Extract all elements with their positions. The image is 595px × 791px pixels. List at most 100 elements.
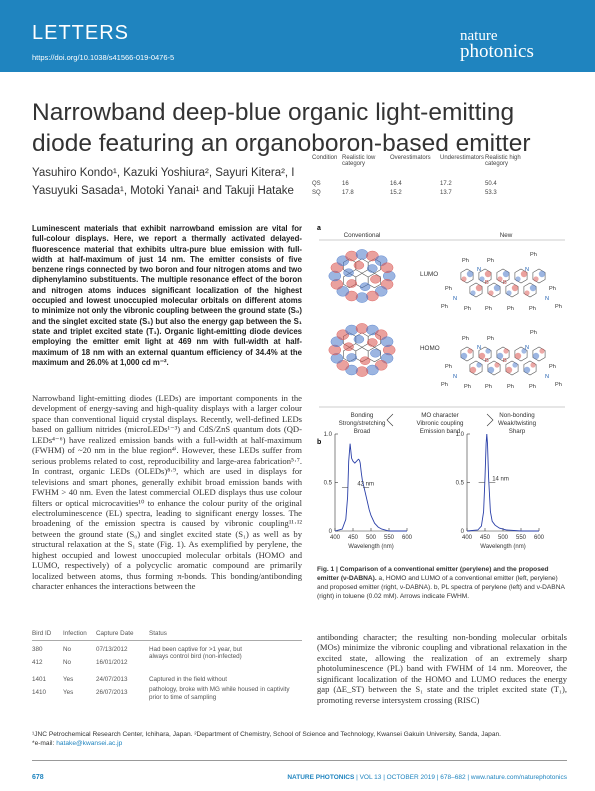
- atom-label: Ph: [462, 336, 469, 342]
- table-cell: 16: [342, 181, 349, 187]
- table-cell: 17.8: [342, 190, 354, 196]
- table-cell: pathology, broke with MG while housed in…: [149, 686, 290, 701]
- x-tick-label: 550: [384, 535, 395, 541]
- atom-label: B: [485, 358, 489, 364]
- orbital-lobe: [479, 276, 485, 282]
- atom-label: B: [503, 358, 507, 364]
- email-label: *e-mail:: [32, 740, 57, 747]
- col1-line1: Bonding: [351, 412, 374, 419]
- table-row: SQ 17.8 15.2 13.7 53.3: [312, 190, 577, 199]
- benzene-ring: [514, 268, 528, 284]
- x-tick-label: 400: [330, 535, 341, 541]
- orbital-lobe: [539, 348, 545, 354]
- orbital-lobe: [497, 276, 503, 282]
- doi-link[interactable]: https://doi.org/10.1038/s41566-019-0476-…: [32, 53, 175, 62]
- caption-text: a, HOMO and LUMO of a conventional emitt…: [317, 575, 565, 600]
- orbital-lobe: [359, 282, 371, 291]
- table-cell: Had been captive for >1 year, but: [149, 646, 242, 653]
- benzene-ring: [469, 360, 483, 376]
- bird-table: Bird ID Infection Capture Date Status 38…: [32, 628, 302, 702]
- new-label: New: [500, 232, 513, 239]
- orbital-lobe: [470, 290, 476, 296]
- benzene-ring: [487, 360, 501, 376]
- orbital-lobe: [529, 284, 537, 292]
- orbital-lobe: [370, 275, 381, 284]
- orbital-lobe: [367, 264, 378, 273]
- benzene-ring: [367, 347, 382, 363]
- orbital-lobe: [487, 366, 495, 374]
- table-cell: 380: [32, 646, 43, 653]
- orbital-lobe: [514, 352, 522, 360]
- orbital-lobe: [467, 348, 473, 354]
- benzene-ring: [469, 282, 483, 298]
- fwhm-label: 14 nm: [492, 477, 509, 483]
- panel-label-a: a: [317, 225, 321, 232]
- atom-label: Ph: [487, 258, 494, 264]
- table-header-cell: Realistic high category: [485, 155, 521, 167]
- atom-label: Ph: [441, 304, 448, 310]
- table-header-cell: Status: [149, 630, 167, 637]
- table-cell: 412: [32, 659, 43, 666]
- orbital-lobe: [336, 255, 349, 266]
- table-cell: 1410: [32, 689, 47, 696]
- footer-rule: [32, 760, 567, 761]
- orbital-lobe: [366, 290, 379, 302]
- orbital-lobe: [484, 270, 492, 278]
- orbital-lobe: [515, 276, 521, 282]
- table-cell: SQ: [312, 190, 321, 196]
- table-cell: No: [63, 659, 72, 666]
- y-tick-label: 1.0: [456, 432, 465, 438]
- orbital-lobe: [520, 270, 528, 278]
- orbital-lobe: [367, 338, 378, 347]
- x-axis-label: Wavelength (nm): [480, 544, 525, 550]
- orbital-lobe: [485, 348, 491, 354]
- benzene-ring: [505, 360, 519, 376]
- atom-label: Ph: [445, 286, 452, 292]
- col1-line3: Broad: [354, 428, 371, 435]
- orbital-lobe: [505, 366, 513, 374]
- x-tick-label: 600: [534, 535, 545, 541]
- orbital-lobe: [512, 362, 518, 368]
- benzene-ring: [532, 268, 546, 284]
- orbital-lobe: [355, 366, 369, 377]
- table-cell: Yes: [63, 676, 74, 683]
- caption-title: Fig. 1 | Comparison of a conventional em…: [317, 566, 549, 582]
- table-header-row: Condition Realistic low category Overest…: [312, 155, 577, 173]
- orbital-lobe: [345, 290, 358, 302]
- atom-label: N: [477, 345, 481, 351]
- atom-label: N: [545, 296, 549, 302]
- table-cell: Captured in the field without: [149, 676, 228, 683]
- orbital-lobe: [345, 364, 358, 376]
- journal-header: LETTERS https://doi.org/10.1038/s41566-0…: [0, 0, 595, 72]
- atom-label: N: [525, 267, 529, 273]
- x-tick-label: 550: [516, 535, 527, 541]
- atom-label: Ph: [530, 252, 537, 258]
- email-link[interactable]: hatake@kwansei.ac.jp: [56, 740, 123, 747]
- atom-label: Ph: [485, 306, 492, 312]
- orbital-lobe: [502, 270, 510, 278]
- benzene-ring: [478, 346, 492, 362]
- body-text-left: Narrowband light-emitting diodes (LEDs) …: [32, 393, 302, 592]
- table-cell: 07/13/2012: [96, 646, 128, 653]
- atom-label: N: [525, 345, 529, 351]
- orbital-lobe: [469, 366, 477, 374]
- x-axis-label: Wavelength (nm): [348, 544, 393, 550]
- section-label: LETTERS: [32, 22, 130, 44]
- atom-label: Ph: [464, 384, 471, 390]
- journal-logo-line2: photonics: [460, 41, 534, 62]
- orbital-lobe: [353, 335, 365, 344]
- footer-details[interactable]: | VOL 13 | OCTOBER 2019 | 678–682 | www.…: [354, 774, 567, 781]
- orbital-lobe: [511, 284, 519, 292]
- affiliations: ¹JNC Petrochemical Research Center, Ichi…: [32, 730, 567, 748]
- orbital-lobe: [336, 329, 349, 340]
- atom-label: Ph: [549, 286, 556, 292]
- table-header-cell: Underestimators: [440, 155, 485, 161]
- page-footer: NATURE PHOTONICS | VOL 13 | OCTOBER 2019…: [272, 774, 567, 781]
- orbital-lobe: [343, 342, 354, 351]
- orbital-lobe: [346, 353, 357, 362]
- benzene-ring: [460, 268, 474, 284]
- table-cell: 17.2: [440, 181, 452, 187]
